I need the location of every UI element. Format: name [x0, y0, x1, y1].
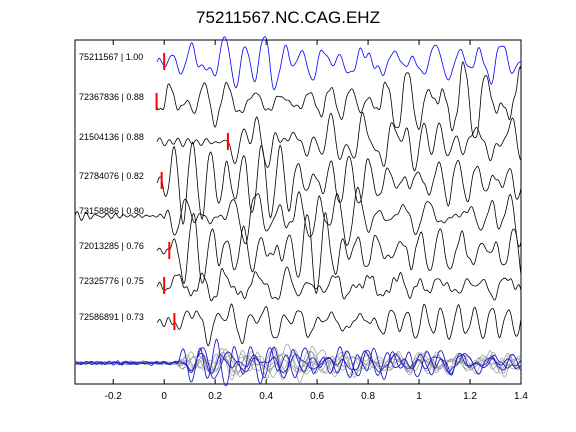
- stack-trace-blue: [74, 346, 522, 379]
- trace-line-3: [156, 111, 522, 172]
- x-tick-label: 1: [416, 391, 422, 402]
- trace-line-2: [156, 60, 522, 139]
- trace-line-5: [74, 186, 522, 248]
- trace-line-1: [156, 36, 522, 91]
- x-tick-label: 1.2: [463, 391, 477, 402]
- trace-label-5: 73158886 | 0.80: [79, 206, 144, 216]
- stack-trace-blue: [74, 338, 522, 387]
- trace-label-7: 72325776 | 0.75: [79, 276, 144, 286]
- trace-label-2: 72367836 | 0.88: [79, 92, 144, 102]
- trace-line-7: [156, 266, 522, 302]
- plot-frame: [74, 39, 522, 385]
- x-tick-label: -0.2: [105, 391, 123, 402]
- x-tick-label: 0.2: [208, 391, 222, 402]
- trace-labels-layer: 75211567 | 1.00 72367836 | 0.88 21504136 |…: [79, 52, 144, 322]
- x-tick-label: 0.4: [259, 391, 273, 402]
- trace-label-4: 72784076 | 0.82: [79, 171, 144, 181]
- trace-label-6: 72013285 | 0.76: [79, 241, 144, 251]
- chart-title: 75211567.NC.CAG.EHZ: [196, 8, 380, 27]
- x-tick-label: 1.4: [514, 391, 528, 402]
- x-axis-ticks: -0.2 0 0.2 0.4 0.6 0.8 1 1.2 1.4: [105, 40, 528, 402]
- trace-label-8: 72586891 | 0.73: [79, 312, 144, 322]
- trace-line-8: [156, 303, 522, 347]
- trace-line-4: [156, 141, 522, 226]
- trace-label-3: 21504136 | 0.88: [79, 132, 144, 142]
- traces-layer: [74, 36, 522, 347]
- picks-layer: [155, 53, 229, 330]
- x-tick-label: 0.6: [310, 391, 324, 402]
- x-tick-label: 0.8: [361, 391, 375, 402]
- x-tick-label: 0: [161, 391, 167, 402]
- trace-label-1: 75211567 | 1.00: [79, 52, 143, 62]
- stack-layer: [74, 338, 522, 387]
- trace-line-6: [156, 212, 522, 295]
